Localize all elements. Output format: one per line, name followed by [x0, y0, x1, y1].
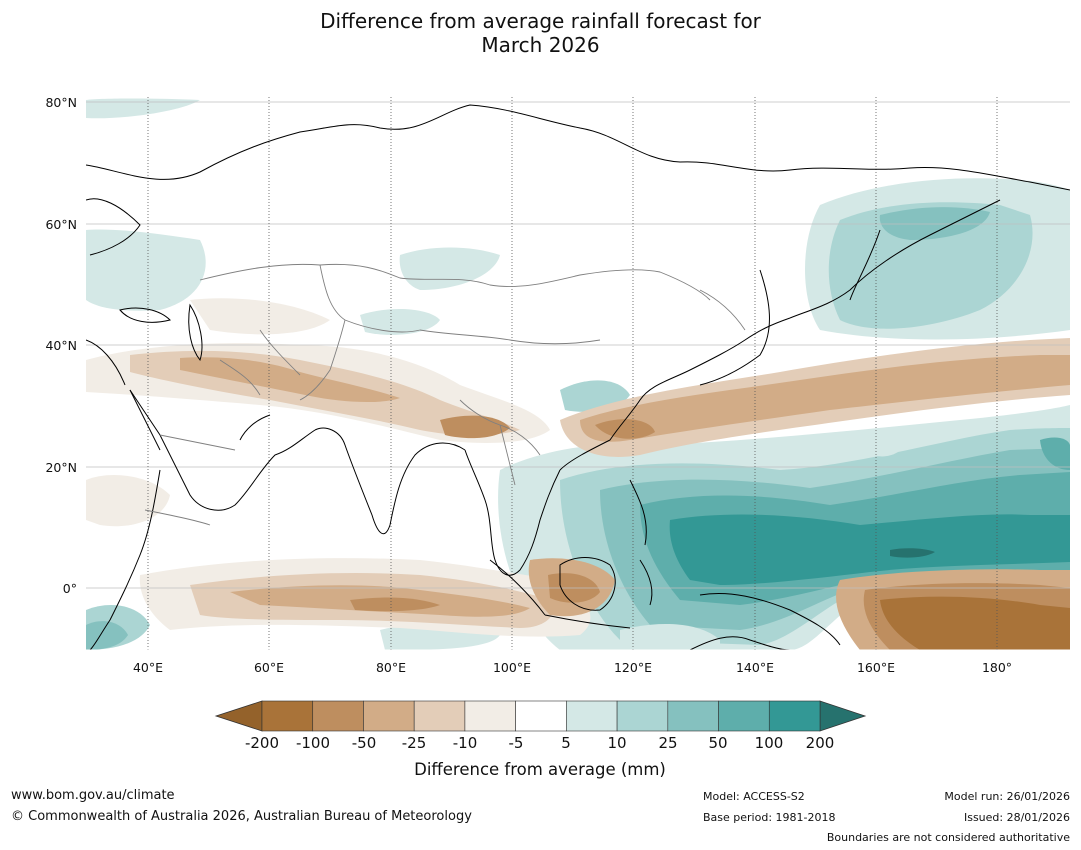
model-text: Model: ACCESS-S2: [703, 790, 805, 803]
colorbar-segment: [413, 700, 466, 732]
colorbar: -200 -100 -50 -25 -10 -5 5 10 25 50 100 …: [214, 700, 867, 779]
colorbar-under-arrow: [214, 700, 263, 732]
colorbar-segment: [312, 700, 364, 732]
longitude-labels: 40°E 60°E 80°E 100°E 120°E 140°E 160°E 1…: [133, 660, 1012, 675]
lat-label: 0°: [63, 581, 77, 596]
lon-label: 120°E: [614, 660, 652, 675]
model-run-text: Model run: 26/01/2026: [944, 790, 1070, 803]
colorbar-tick: -10: [453, 734, 478, 752]
colorbar-tick: 50: [708, 734, 727, 752]
lon-label: 180°: [982, 660, 1012, 675]
country-borders: [144, 263, 746, 526]
colorbar-segment: [616, 700, 669, 732]
colorbar-segment: [667, 700, 719, 732]
colorbar-over-arrow: [819, 700, 867, 732]
lon-label: 60°E: [254, 660, 284, 675]
boundaries-disclaimer: Boundaries are not considered authoritat…: [826, 831, 1070, 844]
lon-label: 80°E: [376, 660, 406, 675]
coastlines: [86, 104, 1070, 650]
lat-label: 20°N: [45, 460, 77, 475]
website-link[interactable]: www.bom.gov.au/climate: [11, 788, 175, 803]
colorbar-tick: 5: [561, 734, 571, 752]
colorbar-tick: 10: [607, 734, 626, 752]
lat-label: 60°N: [45, 217, 77, 232]
lon-label: 140°E: [736, 660, 774, 675]
colorbar-tick: -200: [245, 734, 279, 752]
colorbar-title: Difference from average (mm): [414, 760, 666, 779]
colorbar-tick: 200: [806, 734, 835, 752]
colorbar-segments: [261, 700, 821, 732]
colorbar-segment: [566, 700, 618, 732]
colorbar-segment: [768, 700, 821, 732]
base-period-text: Base period: 1981-2018: [703, 811, 836, 824]
issued-text: Issued: 28/01/2026: [963, 811, 1070, 824]
title-line-2: March 2026: [481, 33, 600, 57]
colorbar-segment: [261, 700, 314, 732]
copyright-text: © Commonwealth of Australia 2026, Austra…: [11, 809, 472, 824]
colorbar-tick: -25: [402, 734, 427, 752]
colorbar-tick: -50: [352, 734, 377, 752]
gridlines: [86, 101, 1070, 589]
lat-label: 80°N: [45, 95, 77, 110]
lat-label: 40°N: [45, 338, 77, 353]
colorbar-ticks: -200 -100 -50 -25 -10 -5 5 10 25 50 100 …: [245, 734, 834, 752]
lon-label: 40°E: [133, 660, 163, 675]
colorbar-segment: [515, 700, 567, 732]
meridians: [147, 97, 998, 650]
colorbar-tick: 100: [755, 734, 784, 752]
latitude-labels: 80°N 60°N 40°N 20°N 0°: [45, 95, 77, 596]
dry-anomaly-regions: [86, 298, 1070, 650]
title-line-1: Difference from average rainfall forecas…: [320, 9, 761, 33]
colorbar-segment: [718, 700, 770, 732]
colorbar-segment: [363, 700, 415, 732]
colorbar-tick: -100: [296, 734, 330, 752]
colorbar-segment: [464, 700, 516, 732]
colorbar-tick: -5: [509, 734, 524, 752]
lon-label: 160°E: [857, 660, 895, 675]
chart-title: Difference from average rainfall forecas…: [0, 9, 1081, 57]
colorbar-tick: 25: [658, 734, 677, 752]
rainfall-anomaly-field: [86, 98, 1070, 650]
lon-label: 100°E: [493, 660, 531, 675]
